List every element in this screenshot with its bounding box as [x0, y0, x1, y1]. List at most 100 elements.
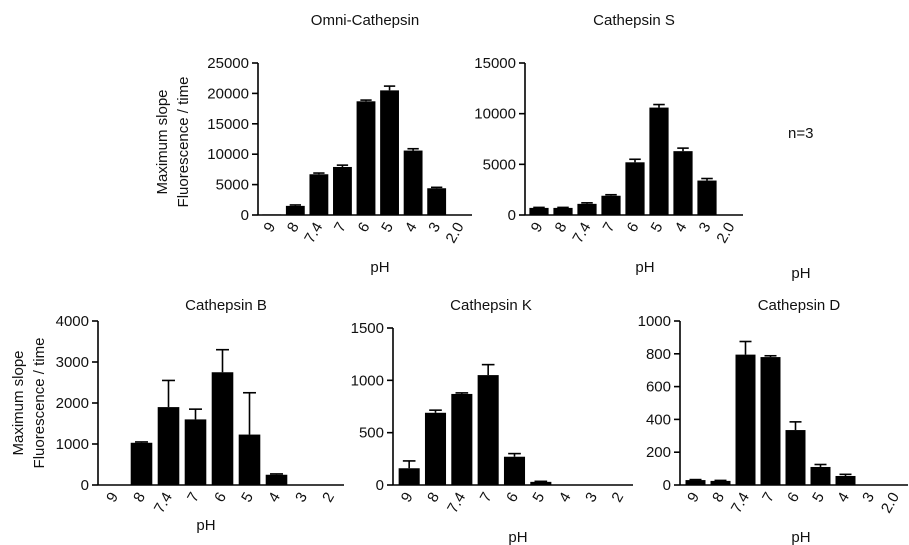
x-tick-label: 2: [608, 490, 627, 506]
x-tick-label: 9: [398, 490, 417, 506]
x-tick-label: 8: [709, 490, 728, 506]
y-tick-label: 0: [376, 477, 384, 494]
x-tick-label: 4: [402, 220, 421, 236]
orphan-ph-label: pH: [791, 265, 810, 282]
bar-7.4: [735, 354, 756, 485]
y-tick-label: 10000: [207, 146, 249, 163]
bar-7.4: [577, 203, 597, 215]
x-tick-label: 3: [696, 220, 715, 236]
x-tick-label: 2.0: [878, 490, 903, 517]
bar-6: [785, 430, 806, 485]
bar-8: [285, 205, 305, 215]
y-tick-label: 0: [663, 477, 671, 494]
y-tick-label: 25000: [207, 55, 249, 72]
bar-8: [553, 207, 573, 215]
x-tick-label: 4: [672, 220, 691, 236]
bar-6: [625, 162, 645, 215]
x-tick-label: 9: [528, 220, 547, 236]
bar-3: [697, 180, 717, 215]
chart-catK: Cathepsin K 0 500 1000 1500 9 8 7.4 7 6 5 4 3 2 pH: [351, 297, 633, 545]
chart-title: Cathepsin K: [450, 297, 532, 314]
chart-title: Cathepsin D: [758, 297, 841, 314]
bar-4: [835, 475, 856, 485]
chart-catS: Cathepsin S 0 5000 10000 15000 9 87.4 7 6 5 4 32.0 p…: [474, 12, 743, 276]
bar-8: [424, 412, 447, 485]
x-tick-label: 2: [319, 490, 338, 506]
x-tick-label: 6: [624, 220, 643, 236]
bar-4: [403, 150, 423, 215]
y-tick-label: 5000: [483, 156, 516, 173]
chart-title: Cathepsin B: [185, 297, 267, 314]
x-tick-label: 8: [284, 220, 303, 236]
bar-7: [601, 195, 621, 215]
x-tick-label: 3: [582, 490, 601, 506]
x-tick-label: 7: [477, 490, 496, 506]
y-tick-label: 400: [646, 411, 671, 428]
x-tick-label: 3: [859, 490, 878, 506]
chart-omni: Omni-Cathepsin 0 5000 10000 15000 20000 25000 9…: [207, 12, 472, 276]
y-tick-label: 0: [241, 207, 249, 224]
y-tick-label: 20000: [207, 85, 249, 102]
y-tick-label: 4000: [56, 313, 89, 330]
x-tick-label: 7: [600, 220, 619, 236]
bar-7: [760, 357, 781, 485]
bar-9: [685, 480, 706, 485]
x-tick-label: 8: [552, 220, 571, 236]
bar-7.4: [157, 407, 180, 485]
y-tick-label: 3000: [56, 354, 89, 371]
x-tick-label: 5: [378, 220, 397, 236]
chart-catB: Cathepsin B 0 1000 2000 3000 4000 9 8 7.4 7 6 5 4 3 2 p…: [56, 297, 344, 534]
bar-5: [530, 481, 552, 485]
x-tick-label: 7: [759, 490, 778, 506]
bar-9: [529, 207, 549, 215]
x-tick-label: 5: [809, 490, 828, 506]
chart-title: Cathepsin S: [593, 12, 675, 29]
x-tick-label: 7.4: [444, 490, 469, 517]
y-tick-label: 500: [359, 425, 384, 442]
x-tick-label: 7.4: [151, 490, 176, 517]
bar-7.4: [309, 174, 329, 215]
bar-5: [810, 466, 831, 485]
bar-3: [427, 188, 447, 215]
top-ylabel-line1: Maximum slope: [154, 89, 171, 194]
x-axis-label: pH: [508, 529, 527, 545]
x-tick-label: 2.0: [713, 220, 738, 247]
y-tick-label: 15000: [207, 116, 249, 133]
y-tick-label: 2000: [56, 395, 89, 412]
y-tick-label: 200: [646, 444, 671, 461]
bar-6: [211, 372, 234, 485]
x-axis-label: pH: [791, 529, 810, 545]
top-ylabel-line2: Fluorescence / time: [175, 77, 192, 208]
bar-5: [380, 90, 399, 215]
chart-title: Omni-Cathepsin: [311, 12, 419, 29]
x-tick-label: 6: [211, 490, 230, 506]
x-tick-label: 4: [556, 490, 575, 506]
chart-catD: Cathepsin D 0 200 400 600 800 1000 9 8 7.4 7 6 5 4 3 2.…: [638, 297, 908, 545]
bar-4: [673, 151, 693, 215]
y-tick-label: 0: [508, 207, 516, 224]
bar-7: [184, 419, 207, 485]
x-axis-label: pH: [635, 259, 654, 276]
y-tick-label: 5000: [216, 177, 249, 194]
x-tick-label: 5: [238, 490, 257, 506]
bar-6: [503, 456, 526, 485]
x-tick-label: 7.4: [301, 220, 326, 247]
bar-4: [265, 474, 288, 485]
x-tick-label: 7.4: [569, 220, 594, 247]
bar-6: [356, 101, 376, 215]
bar-5: [649, 107, 669, 215]
bar-8: [130, 442, 153, 485]
y-tick-label: 15000: [474, 55, 516, 72]
x-tick-label: 9: [103, 490, 122, 506]
x-tick-label: 8: [130, 490, 149, 506]
x-tick-label: 9: [260, 220, 279, 236]
bar-9: [262, 214, 282, 215]
x-tick-label: 3: [425, 220, 444, 236]
x-tick-label: 7: [331, 220, 350, 236]
x-tick-label: 7.4: [728, 490, 753, 517]
bar-7: [333, 166, 352, 215]
y-tick-label: 1500: [351, 320, 384, 337]
x-tick-label: 7: [184, 490, 203, 506]
y-tick-label: 1000: [638, 313, 671, 330]
x-tick-label: 4: [265, 490, 284, 506]
